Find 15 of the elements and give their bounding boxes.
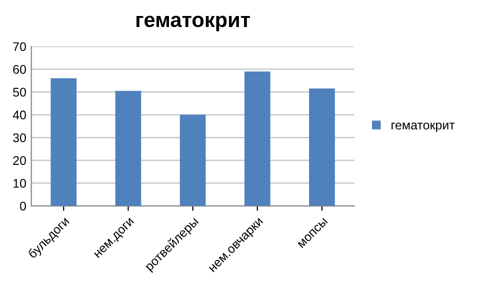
y-tick-label: 40 bbox=[12, 110, 26, 120]
y-tick-label: 60 bbox=[13, 64, 26, 74]
chart-title: гематокрит bbox=[136, 16, 250, 32]
bar bbox=[50, 78, 77, 206]
y-tick-label: 50 bbox=[13, 88, 26, 97]
bar bbox=[244, 71, 270, 206]
legend-label: гематокрит bbox=[392, 122, 455, 132]
bar bbox=[180, 114, 206, 206]
bar bbox=[115, 90, 142, 206]
y-tick-label: 10 bbox=[14, 178, 26, 188]
y-tick-label: 70 bbox=[13, 42, 26, 52]
y-tick-label: 20 bbox=[13, 156, 26, 165]
bar bbox=[309, 88, 335, 206]
y-tick-label: 0 bbox=[20, 202, 26, 211]
y-tick-label: 30 bbox=[13, 133, 26, 142]
